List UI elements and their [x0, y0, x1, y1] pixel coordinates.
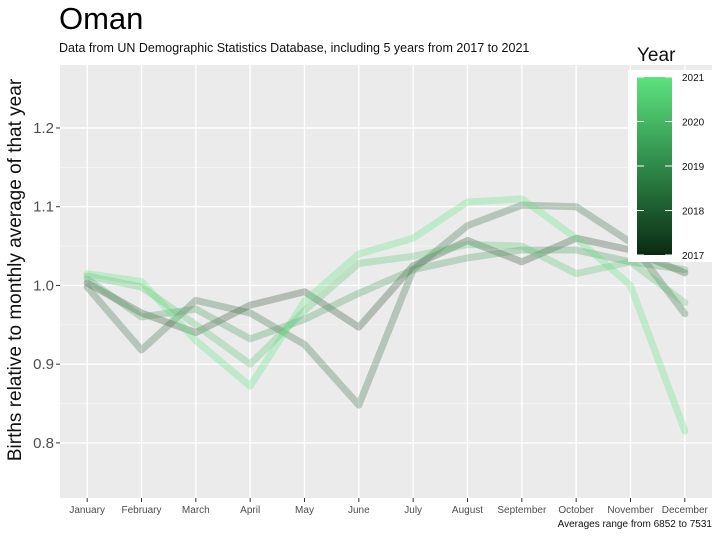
legend-tick-label: 2020	[682, 118, 705, 129]
legend-tick-label: 2017	[682, 251, 705, 262]
x-tick-label: June	[348, 505, 370, 516]
chart-title: Oman	[59, 1, 144, 36]
x-tick-label: May	[295, 505, 314, 516]
x-tick-label: November	[607, 505, 654, 516]
y-tick-label: 0.9	[33, 356, 54, 373]
x-tick-label: August	[452, 505, 483, 516]
y-tick-label: 0.8	[33, 435, 54, 452]
series-line-2020	[83, 240, 689, 368]
x-tick-label: December	[662, 505, 709, 516]
x-tick-label: April	[240, 505, 260, 516]
chart-caption: Averages range from 6852 to 7531	[557, 519, 712, 530]
x-tick-label: July	[404, 505, 422, 516]
legend-title: Year	[637, 45, 676, 66]
series-line-2019	[83, 246, 689, 343]
series-line-2017	[83, 234, 689, 337]
y-tick-label: 1.2	[33, 120, 54, 137]
plot-panel	[60, 65, 712, 498]
x-tick-label: February	[121, 505, 161, 516]
x-tick-label: March	[182, 505, 210, 516]
x-tick-label: October	[558, 505, 594, 516]
series-line-2021	[83, 195, 689, 435]
legend-tick-label: 2018	[682, 207, 705, 218]
y-tick-label: 1.0	[33, 277, 54, 294]
legend-tick-label: 2021	[682, 73, 705, 84]
series-line-2018	[83, 201, 689, 409]
x-tick-label: January	[69, 505, 105, 516]
chart-subtitle: Data from UN Demographic Statistics Data…	[59, 41, 530, 55]
y-tick-label: 1.1	[33, 199, 54, 216]
x-tick-label: September	[497, 505, 547, 516]
legend-tick-label: 2019	[682, 162, 705, 173]
